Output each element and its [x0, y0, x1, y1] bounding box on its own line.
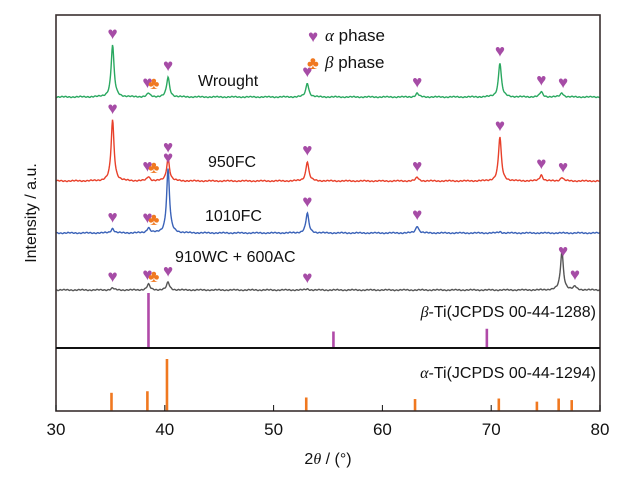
phase-markers: ♥♥♥ ♥♥♥♥ ♥♣♥♥♥ ♥♥♥♥ ♥♣♥ ♥♥♥♥♣♥ ♥ ♥ ♥♥♥♣	[108, 24, 580, 287]
alpha-phase-marker: ♥	[495, 42, 505, 61]
alpha-phase-marker: ♥	[536, 154, 546, 173]
ref-label-alpha-ti: α-Ti(JCPDS 00-44-1294)	[420, 365, 596, 382]
trace-label-wrought: Wrought	[198, 73, 259, 90]
alpha-phase-marker: ♥	[163, 137, 173, 156]
x-axis-title: 2θ / (°)	[304, 451, 351, 468]
ref-label-alpha-rest: -Ti(JCPDS 00-44-1294)	[429, 365, 596, 382]
x-axis-title-prefix: 2	[304, 451, 313, 468]
alpha-phase-marker: ♥	[536, 71, 546, 90]
x-tick-label: 60	[373, 420, 392, 439]
alpha-phase-marker: ♥	[302, 192, 312, 211]
legend-alpha-greek: α	[325, 26, 335, 45]
alpha-phase-marker: ♥	[302, 62, 312, 81]
beta-phase-marker: ♣	[148, 210, 159, 229]
alpha-phase-marker: ♥	[108, 207, 118, 226]
alpha-phase-marker: ♥	[142, 73, 152, 92]
trace-wrought	[56, 44, 600, 99]
x-tick-label: 50	[264, 420, 283, 439]
legend: ♥ α phase ♣ β phase	[307, 26, 385, 73]
alpha-phase-marker: ♥	[302, 140, 312, 159]
x-axis-title-suffix: / (°)	[321, 451, 351, 468]
alpha-phase-marker: ♥	[558, 241, 568, 260]
trace-950fc	[55, 119, 601, 183]
legend-alpha-text: phase	[334, 26, 385, 45]
alpha-phase-marker: ♥	[570, 265, 580, 284]
trace-label-950fc: 950FC	[208, 154, 256, 171]
axes-box	[55, 14, 601, 412]
trace-1010fc	[55, 168, 601, 235]
alpha-phase-marker: ♥	[108, 99, 118, 118]
beta-phase-marker: ♣	[148, 158, 159, 177]
beta-phase-marker: ♣	[148, 267, 159, 286]
alpha-phase-marker: ♥	[412, 205, 422, 224]
alpha-phase-marker: ♥	[108, 267, 118, 286]
legend-alpha-label: α phase	[325, 26, 385, 45]
xrd-traces	[55, 44, 601, 292]
alpha-phase-marker: ♥	[142, 157, 152, 176]
alpha-phase-marker: ♥	[302, 268, 312, 287]
ref-label-beta-greek: β	[420, 304, 429, 321]
x-axis-title-theta: θ	[313, 451, 321, 468]
plot-frame	[55, 14, 601, 412]
trace-label-1010fc: 1010FC	[205, 208, 262, 225]
legend-beta-text: phase	[333, 53, 384, 72]
reference-patterns	[110, 293, 574, 411]
alpha-phase-marker: ♥	[558, 157, 568, 176]
alpha-phase-marker: ♥	[163, 56, 173, 75]
beta-phase-marker: ♣	[148, 74, 159, 93]
ref-label-beta-rest: -Ti(JCPDS 00-44-1288)	[429, 304, 596, 321]
x-tick-label: 80	[591, 420, 610, 439]
x-axis-ticks: 30 40 50 60 70 80	[47, 405, 610, 439]
alpha-phase-marker: ♥	[558, 73, 568, 92]
x-tick-label: 40	[155, 420, 174, 439]
alpha-phase-marker: ♥	[495, 116, 505, 135]
alpha-phase-marker: ♥	[412, 156, 422, 175]
legend-beta-icon: ♣	[307, 53, 319, 73]
alpha-phase-marker: ♥	[163, 261, 173, 280]
legend-beta-greek: β	[324, 53, 334, 72]
legend-alpha-icon: ♥	[308, 27, 318, 46]
legend-beta-label: β phase	[324, 53, 385, 72]
y-axis-title: Intensity / a.u.	[23, 163, 40, 263]
alpha-phase-marker: ♥	[142, 265, 152, 284]
alpha-phase-marker: ♥	[163, 148, 173, 167]
alpha-phase-marker: ♥	[142, 208, 152, 227]
ref-label-alpha-greek: α	[420, 365, 429, 382]
x-tick-label: 70	[482, 420, 501, 439]
ref-label-beta-ti: β-Ti(JCPDS 00-44-1288)	[420, 304, 596, 321]
alpha-phase-marker: ♥	[108, 24, 118, 43]
trace-910wc-600ac	[55, 251, 600, 292]
x-tick-label: 30	[47, 420, 66, 439]
trace-label-910wc-600ac: 910WC + 600AC	[175, 249, 296, 266]
alpha-phase-marker: ♥	[412, 72, 422, 91]
